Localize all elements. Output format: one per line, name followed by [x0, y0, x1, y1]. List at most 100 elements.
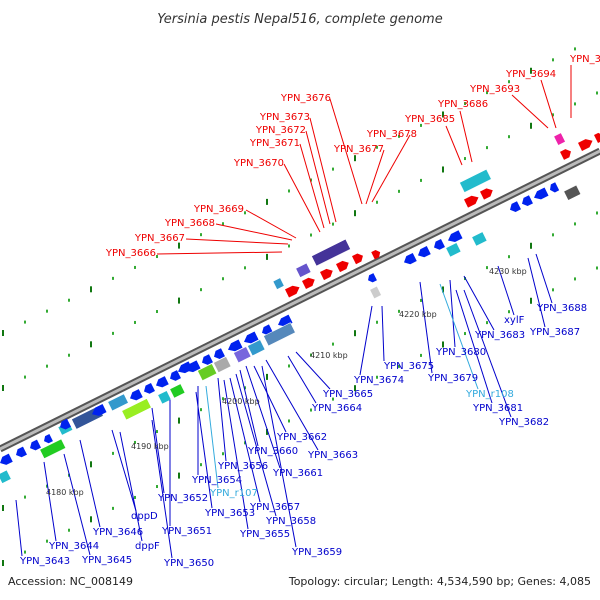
gene-label[interactable]: xylF	[504, 315, 525, 326]
grid-tick	[222, 277, 224, 281]
gene-label[interactable]: YPN_3680	[435, 347, 486, 358]
gene-label[interactable]: YPN_3676	[280, 93, 331, 104]
gene-label[interactable]: YPN_3655	[239, 529, 290, 540]
gene-label[interactable]: YPN_3688	[536, 303, 587, 314]
gene-label[interactable]: YPN_3683	[474, 330, 525, 341]
gene-label[interactable]: YPN_3663	[307, 450, 358, 461]
gene-feature	[563, 184, 582, 201]
gene-label[interactable]: YPN_3644	[48, 541, 99, 552]
gene-feature	[30, 439, 41, 451]
gene-label[interactable]: YPN_3675	[383, 361, 434, 372]
gene-label[interactable]: YPN_3664	[311, 403, 362, 414]
gene-box	[369, 285, 382, 300]
gene-feature	[371, 250, 381, 260]
gene-feature	[553, 132, 566, 146]
gene-label[interactable]: YPN_3671	[249, 138, 300, 149]
gene-feature	[157, 390, 172, 405]
gene-box	[311, 238, 351, 267]
leader-line	[215, 223, 293, 241]
label-leader-lines	[15, 65, 572, 559]
grid-tick	[156, 485, 158, 489]
gene-label[interactable]: YPN_3687	[529, 327, 580, 338]
gene-label[interactable]: YPN_3670	[233, 158, 284, 169]
gene-label[interactable]: YPN_3645	[81, 555, 132, 566]
gene-feature	[301, 277, 315, 290]
grid-tick	[288, 419, 290, 423]
gene-label[interactable]: YPN_3661	[272, 468, 323, 479]
gene-feature	[0, 453, 13, 465]
gene-label[interactable]: dppF	[135, 541, 160, 552]
grid-tick	[486, 91, 488, 95]
gene-label[interactable]: YPN_3667	[134, 233, 185, 244]
gene-label[interactable]: YPN_3653	[204, 508, 255, 519]
grid-tick	[530, 242, 532, 249]
gene-label[interactable]: YPN_3681	[472, 403, 523, 414]
gene-label[interactable]: YPN_3656	[217, 461, 268, 472]
gene-label[interactable]: YPN_3695	[569, 54, 600, 65]
leader-line	[309, 117, 337, 223]
grid-tick	[464, 102, 466, 106]
grid-tick	[376, 200, 378, 204]
gene-label[interactable]: YPN_3694	[505, 69, 556, 80]
grid-tick	[398, 364, 400, 368]
leader-line	[63, 453, 91, 556]
gene-label[interactable]: YPN_3668	[164, 218, 215, 229]
gene-feature	[44, 434, 53, 444]
gene-label[interactable]: YPN_3654	[191, 475, 242, 486]
gene-label[interactable]: YPN_3651	[161, 526, 212, 537]
gene-label[interactable]: YPN_3659	[291, 547, 342, 558]
grid-tick	[332, 167, 334, 171]
leader-line	[419, 281, 433, 374]
gene-label[interactable]: YPN_3677	[333, 144, 384, 155]
gene-arrow	[214, 348, 225, 359]
gene-arrow	[418, 246, 431, 258]
gene-label[interactable]: YPN_3678	[366, 129, 417, 140]
gene-feature	[107, 393, 129, 412]
gene-feature	[448, 230, 463, 243]
leader-line	[497, 265, 515, 316]
gene-label[interactable]: YPN_3660	[247, 446, 298, 457]
gene-label[interactable]: YPN_3669	[193, 204, 244, 215]
leader-line	[540, 79, 557, 129]
gene-label[interactable]: YPN_3646	[92, 527, 143, 538]
gene-label[interactable]: YPN_3643	[19, 556, 70, 567]
gene-arrow	[335, 260, 349, 273]
grid-tick	[266, 428, 268, 435]
grid-tick	[420, 178, 422, 182]
grid-tick	[244, 266, 246, 270]
grid-tick	[288, 364, 290, 368]
gene-feature	[233, 346, 252, 364]
leader-line	[151, 419, 173, 559]
grid-tick	[486, 266, 488, 270]
gene-label[interactable]: YPN_3650	[163, 558, 214, 569]
gene-label[interactable]: YPN_3662	[276, 432, 327, 443]
gene-label[interactable]: YPN_3666	[105, 248, 156, 259]
gene-label[interactable]: YPN_3686	[437, 99, 488, 110]
grid-tick	[112, 451, 114, 455]
leader-line	[253, 365, 287, 433]
gene-label[interactable]: YPN_3673	[259, 112, 310, 123]
gene-label[interactable]: YPN_3679	[427, 373, 478, 384]
gene-label[interactable]: YPN_3685	[404, 114, 455, 125]
gene-label[interactable]: YPN_3652	[157, 493, 208, 504]
kbp-mark: 4190 kbp	[131, 442, 169, 451]
leader-line	[299, 143, 325, 229]
gene-label[interactable]: YPN_3658	[265, 516, 316, 527]
grid-tick	[508, 135, 510, 139]
gene-label[interactable]: YPN_3674	[353, 375, 404, 386]
gene-label[interactable]: YPN_3682	[498, 417, 549, 428]
grid-tick	[156, 255, 158, 259]
gene-label[interactable]: YPN_3693	[469, 84, 520, 95]
grid-tick	[156, 310, 158, 314]
grid-tick	[288, 189, 290, 193]
gene-label[interactable]: YPN_3657	[249, 502, 300, 513]
gene-label[interactable]: YPN_r108	[465, 389, 514, 400]
kbp-mark: 4230 kbp	[489, 267, 527, 276]
kbp-mark: 4200 kbp	[222, 397, 260, 406]
grid-tick	[24, 550, 26, 554]
gene-label[interactable]: YPN_3672	[255, 125, 306, 136]
gene-label[interactable]: YPN_r107	[209, 488, 258, 499]
gene-label[interactable]: YPN_3665	[322, 389, 373, 400]
gene-label[interactable]: dppD	[131, 511, 158, 522]
